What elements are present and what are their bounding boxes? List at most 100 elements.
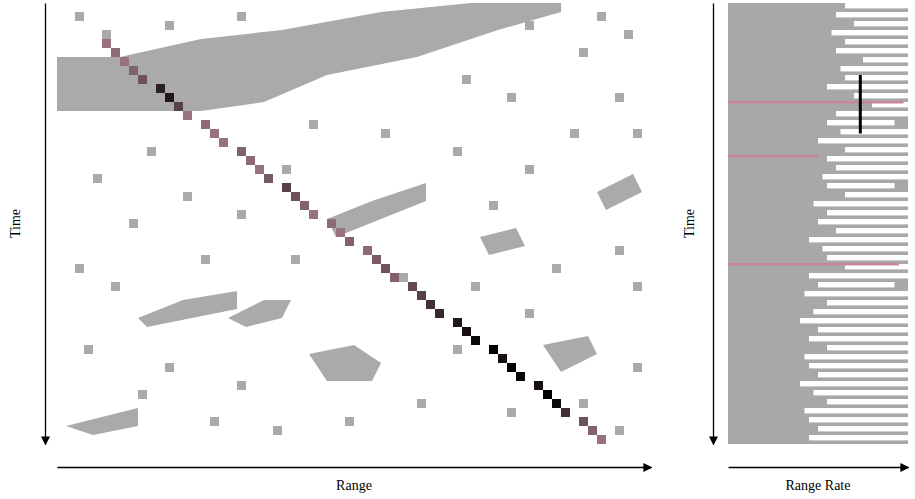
axis-arrow	[729, 467, 909, 468]
clutter-cell	[462, 75, 471, 84]
clutter-cell	[417, 30, 426, 39]
track-cell	[408, 282, 417, 291]
clutter-cell	[273, 426, 282, 435]
clutter-cell	[237, 210, 246, 219]
streak	[800, 381, 908, 386]
streak	[845, 3, 908, 8]
streak	[809, 237, 908, 242]
track-cell	[507, 363, 516, 372]
streak	[845, 39, 908, 44]
clutter-cell	[453, 345, 462, 354]
clutter-cell	[75, 264, 84, 273]
streak	[814, 390, 909, 395]
streak	[809, 417, 908, 422]
clutter-cell	[552, 264, 561, 273]
clutter-cell	[147, 147, 156, 156]
track-cell	[426, 300, 435, 309]
clutter-cell	[210, 417, 219, 426]
clutter-cell	[525, 309, 534, 318]
clutter-cell	[615, 93, 624, 102]
track-cell	[597, 435, 606, 444]
y-axis	[45, 4, 46, 445]
track-cell	[165, 93, 174, 102]
clutter-cell	[345, 417, 354, 426]
track-cell	[201, 120, 210, 129]
track-cell	[282, 183, 291, 192]
track-cell	[489, 345, 498, 354]
track-cell	[219, 138, 228, 147]
clutter-cell	[525, 21, 534, 30]
clutter-cell	[615, 246, 624, 255]
x-axis-title: Range Rate	[786, 478, 851, 493]
track-cell	[255, 165, 264, 174]
clutter-region	[597, 174, 642, 210]
track-cell	[237, 147, 246, 156]
streak	[818, 426, 908, 431]
clutter-cell	[453, 147, 462, 156]
clutter-cell	[237, 12, 246, 21]
clutter-region	[228, 300, 291, 327]
clutter-cell	[138, 390, 147, 399]
track-cell	[390, 273, 399, 282]
y-axis-title: Time	[682, 209, 697, 238]
streak	[805, 354, 909, 359]
streak	[827, 399, 908, 404]
clutter-cell	[507, 408, 516, 417]
clutter-cell	[633, 129, 642, 138]
track-cell	[579, 417, 588, 426]
clutter-cell	[471, 282, 480, 291]
track-cell	[291, 192, 300, 201]
clutter-cell	[507, 93, 516, 102]
streak	[836, 111, 908, 116]
streak	[836, 12, 908, 17]
track-cell	[435, 309, 444, 318]
track-cell	[174, 102, 183, 111]
track-cell	[246, 156, 255, 165]
clutter-region	[309, 345, 381, 381]
track-cell	[345, 237, 354, 246]
clutter-cell	[633, 363, 642, 372]
track-cell	[264, 174, 273, 183]
track-cell	[210, 129, 219, 138]
clutter-cell	[570, 129, 579, 138]
clutter-cell	[291, 255, 300, 264]
clutter-cell	[381, 129, 390, 138]
track-cell	[300, 201, 309, 210]
streak	[809, 363, 908, 368]
streak	[827, 84, 908, 89]
track-cell	[336, 228, 345, 237]
clutter-cell	[309, 120, 318, 129]
plot-area	[57, 3, 642, 444]
streak	[827, 300, 908, 305]
axis-arrow	[713, 4, 714, 445]
track-cell	[372, 255, 381, 264]
y-axis-title: Time	[8, 209, 23, 238]
track-cell	[120, 57, 129, 66]
streak	[832, 30, 909, 35]
y-axis	[713, 4, 714, 445]
clutter-cell	[417, 399, 426, 408]
plot-area	[728, 3, 908, 444]
clutter-cell	[165, 363, 174, 372]
streak	[845, 147, 908, 152]
clutter-cell	[201, 255, 210, 264]
streak	[845, 192, 908, 197]
track-cell	[327, 219, 336, 228]
streak	[827, 255, 908, 260]
streak	[827, 210, 908, 215]
streak	[814, 201, 909, 206]
clutter-cell	[102, 30, 111, 39]
clutter-cell	[579, 48, 588, 57]
track-cell	[129, 66, 138, 75]
track-cell	[309, 210, 318, 219]
clutter-cell	[489, 201, 498, 210]
streak	[836, 48, 908, 53]
clutter-cell	[399, 273, 408, 282]
clutter-cell	[579, 399, 588, 408]
streak	[818, 282, 895, 287]
streak	[827, 156, 908, 161]
clutter-cell	[165, 21, 174, 30]
track-cell	[417, 291, 426, 300]
clutter-cell	[300, 39, 309, 48]
clutter-region	[327, 183, 426, 237]
